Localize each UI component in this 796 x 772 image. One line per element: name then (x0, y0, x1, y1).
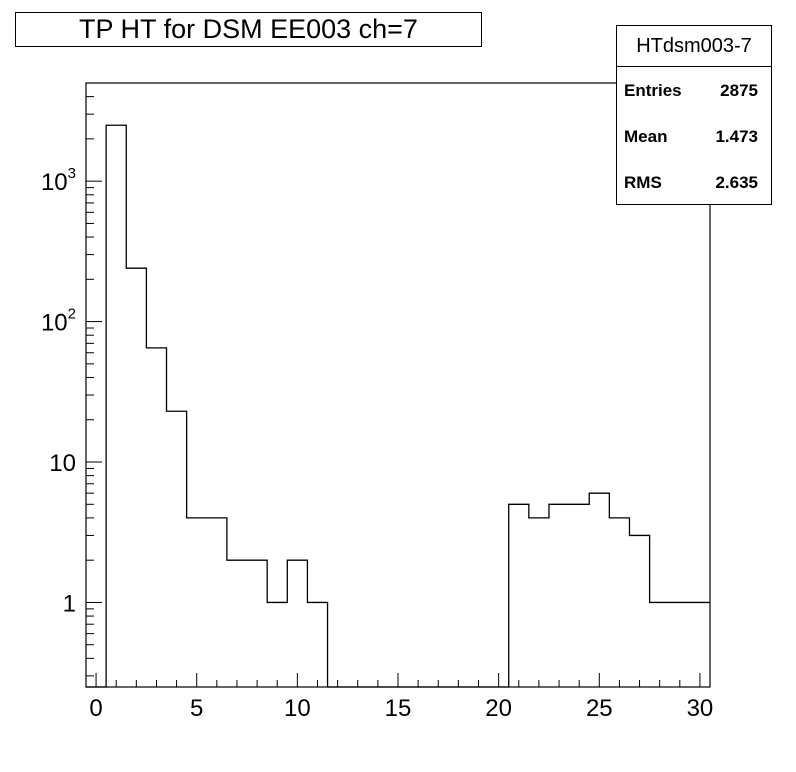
histogram-bin (569, 504, 589, 687)
histogram-bin (529, 518, 549, 687)
x-tick-label: 25 (586, 695, 613, 722)
histogram-bin (207, 518, 227, 687)
x-axis-tick-labels: 0 5 10 15 20 25 30 (89, 695, 713, 722)
x-tick-label: 5 (190, 695, 203, 722)
histogram-bin (247, 560, 267, 687)
axis-ticks (86, 82, 701, 687)
stats-label: RMS (624, 173, 662, 192)
histogram-bin (126, 268, 146, 687)
histogram-bin (650, 602, 670, 687)
x-tick-label: 15 (385, 695, 412, 722)
histogram-bin (146, 348, 166, 687)
stats-value: 1.473 (715, 127, 758, 146)
stats-histogram-name: HTdsm003-7 (617, 26, 771, 67)
chart-title: TP HT for DSM EE003 ch=7 (15, 12, 482, 47)
histogram-bin (629, 535, 649, 687)
histogram-outline (86, 124, 710, 688)
y-tick-label: 1 (63, 590, 76, 617)
stats-row-mean: Mean 1.473 (617, 113, 771, 159)
histogram-bin (589, 493, 609, 687)
histogram-bin (690, 602, 710, 687)
histogram-bin (187, 518, 207, 687)
stats-row-rms: RMS 2.635 (617, 159, 771, 205)
histogram-bin (609, 518, 629, 687)
histogram-bin (670, 602, 690, 687)
x-tick-label: 10 (284, 695, 311, 722)
x-tick-label: 20 (485, 695, 512, 722)
stats-label: Entries (624, 81, 682, 100)
histogram-bin (509, 504, 529, 687)
y-tick-label: 10 (49, 450, 76, 477)
stats-row-entries: Entries 2875 (617, 67, 771, 113)
stats-box: HTdsm003-7 Entries 2875 Mean 1.473 RMS 2… (616, 25, 772, 205)
histogram-bin (106, 125, 126, 687)
x-tick-label: 0 (89, 695, 102, 722)
histogram-bin (287, 560, 307, 687)
stats-label: Mean (624, 127, 668, 146)
histogram-bin (167, 411, 187, 687)
x-tick-label: 30 (687, 695, 714, 722)
y-axis-tick-labels: 1 10 102 103 (41, 165, 76, 617)
stats-value: 2875 (720, 81, 758, 100)
plot-frame (85, 82, 711, 688)
y-tick-label: 102 (41, 306, 76, 337)
stats-value: 2.635 (715, 173, 758, 192)
y-tick-label: 103 (41, 165, 76, 196)
histogram-bin (227, 560, 247, 687)
histogram-bin (267, 602, 287, 687)
histogram-bin (549, 504, 569, 687)
histogram-bin (307, 602, 327, 687)
